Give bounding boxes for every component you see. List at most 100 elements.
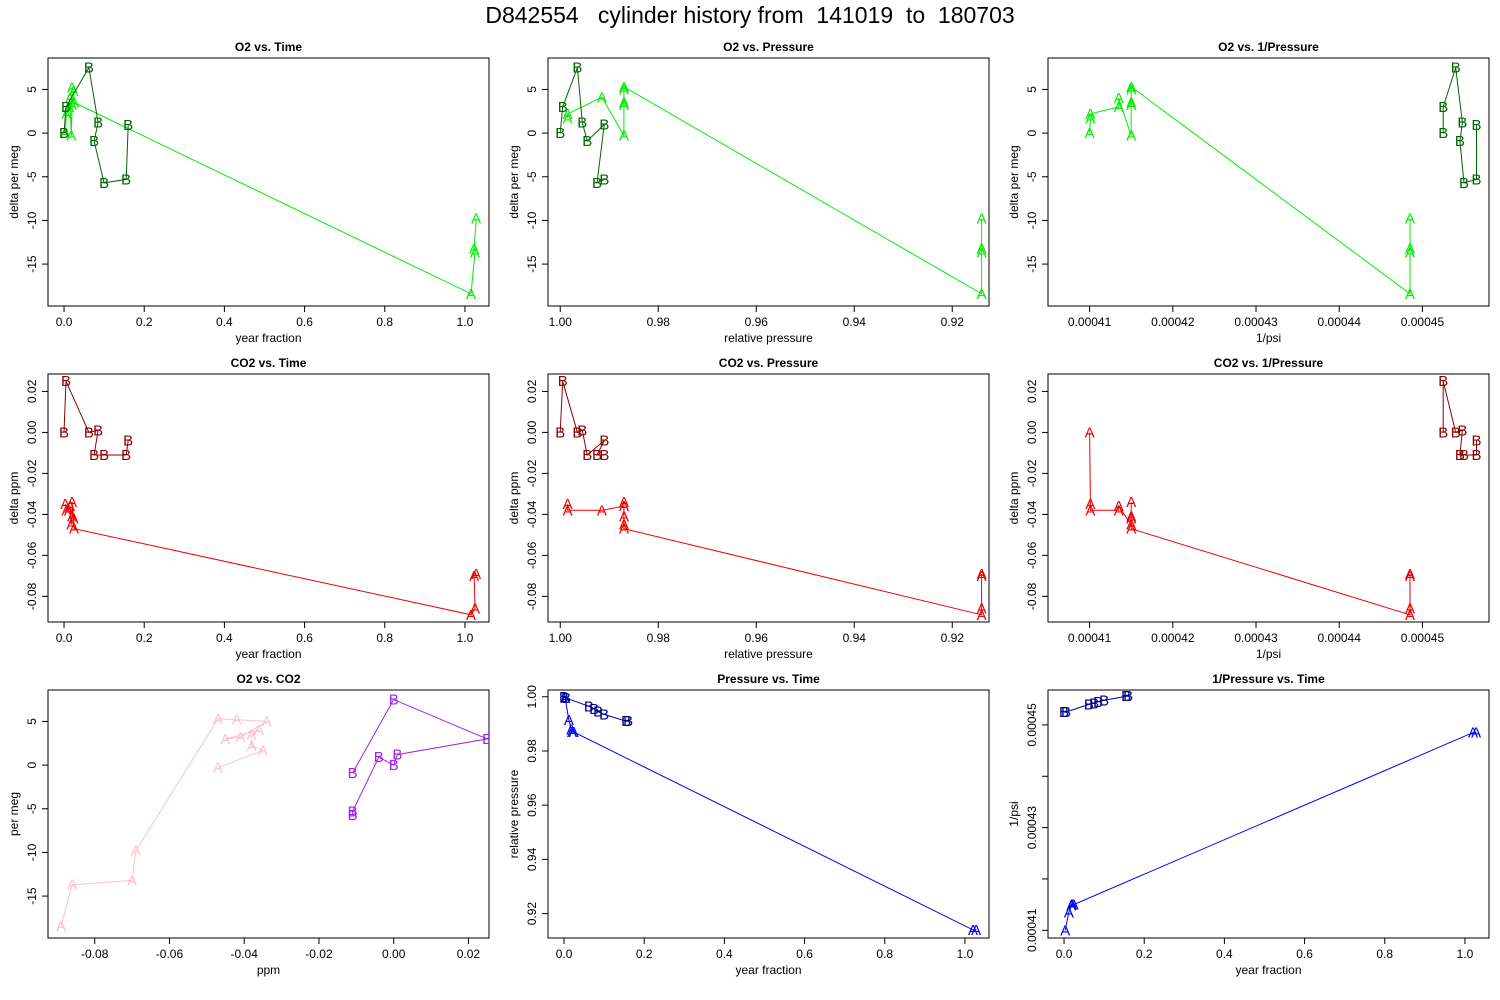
data-point: B — [1438, 373, 1448, 390]
series-line — [64, 502, 477, 616]
data-point: A — [619, 81, 629, 98]
y-tick-label: -0.04 — [25, 500, 39, 528]
data-point: A — [1085, 110, 1095, 127]
x-tick-label: 0.94 — [843, 315, 867, 329]
y-axis-label: delta per meg — [7, 145, 21, 218]
data-point: A — [258, 742, 268, 759]
data-point: A — [1126, 95, 1136, 112]
data-point: B — [61, 99, 71, 116]
data-point: A — [1126, 517, 1136, 534]
data-point: B — [1438, 125, 1448, 142]
data-point: B — [1121, 688, 1131, 705]
data-point: B — [59, 125, 69, 142]
data-point: A — [247, 738, 257, 755]
x-tick-label: 0.2 — [136, 631, 153, 645]
y-tick-label: -0.08 — [1025, 582, 1039, 610]
data-point: B — [482, 731, 492, 748]
data-point: A — [1114, 90, 1124, 107]
y-axis-label: delta ppm — [1007, 472, 1021, 525]
data-point: A — [968, 922, 978, 939]
data-point: B — [599, 171, 609, 188]
y-tick-label: -10 — [525, 211, 539, 229]
data-point: B — [374, 749, 384, 766]
data-point: B — [121, 171, 131, 188]
data-point: B — [599, 116, 609, 133]
chart-panel: O2 vs. Pressure 1.00 0.98 0.96 0.94 0.92 relat… — [507, 40, 990, 345]
data-point: A — [1405, 245, 1415, 262]
y-tick-label: -10 — [25, 843, 39, 861]
y-tick-label: 0 — [1025, 129, 1039, 136]
data-point: A — [977, 607, 987, 624]
x-tick-label: 0.92 — [941, 631, 965, 645]
x-tick-label: 0.0 — [56, 631, 73, 645]
x-tick-label: 0.2 — [1136, 947, 1153, 961]
data-point: B — [123, 117, 133, 134]
data-point: A — [619, 128, 629, 145]
chart-title: 1/Pressure vs. Time — [1212, 672, 1325, 686]
y-tick-label: 0.02 — [25, 379, 39, 403]
data-point: B — [582, 447, 592, 464]
plot-frame — [547, 689, 990, 939]
data-point: B — [1059, 704, 1069, 721]
x-axis-label: year fraction — [735, 963, 801, 977]
data-point: B — [1438, 424, 1448, 441]
data-point: B — [84, 60, 94, 77]
y-tick-label: -5 — [525, 171, 539, 182]
data-point: A — [1468, 725, 1478, 742]
data-point: B — [558, 99, 568, 116]
data-point: A — [560, 690, 570, 707]
data-point: A — [1114, 498, 1124, 515]
y-tick-label: 0.00 — [25, 420, 39, 444]
data-point: A — [1471, 725, 1481, 742]
data-point: A — [471, 566, 481, 583]
data-point: B — [577, 115, 587, 132]
series-line — [1442, 381, 1477, 456]
y-tick-label: -0.08 — [525, 582, 539, 610]
data-point: A — [1085, 496, 1095, 513]
data-point: A — [977, 601, 987, 618]
series-line — [559, 381, 605, 456]
series-line — [352, 698, 489, 815]
data-point: B — [61, 373, 71, 390]
chart-panel: 1/Pressure vs. Time 0.0 0.2 0.4 0.6 0.8 1.0 yea… — [1007, 672, 1490, 977]
y-tick-label: 0.02 — [1025, 379, 1039, 403]
x-axis-label: ppm — [257, 963, 280, 977]
data-point: B — [1457, 422, 1467, 439]
data-point: B — [1455, 133, 1465, 150]
data-point: B — [592, 175, 602, 192]
data-point: A — [1085, 106, 1095, 123]
y-tick-label: 0.00043 — [1025, 806, 1039, 850]
x-tick-label: 0.02 — [457, 947, 481, 961]
x-tick-label: 0.00042 — [1151, 315, 1195, 329]
data-point: B — [1472, 171, 1482, 188]
data-point: A — [563, 110, 573, 127]
data-point: A — [127, 872, 137, 889]
data-point: B — [589, 701, 599, 718]
data-point: A — [566, 721, 576, 738]
data-point: A — [1405, 601, 1415, 618]
data-point: B — [59, 424, 69, 441]
data-point: A — [1069, 897, 1079, 914]
data-point: A — [977, 566, 987, 583]
data-point: A — [1126, 79, 1136, 96]
data-point: B — [1084, 696, 1094, 713]
y-tick-label: -0.06 — [1025, 541, 1039, 569]
x-axis-label: 1/psi — [1256, 331, 1281, 345]
data-point: A — [977, 568, 987, 585]
x-axis-label: year fraction — [235, 647, 301, 661]
data-point: A — [563, 502, 573, 519]
data-point: A — [1067, 897, 1077, 914]
data-point: A — [1126, 510, 1136, 527]
data-point: B — [555, 125, 565, 142]
y-tick-label: 5 — [25, 718, 39, 725]
data-point: A — [232, 712, 242, 729]
data-point: A — [619, 498, 629, 515]
series-line — [60, 718, 269, 926]
chart-title: O2 vs. Pressure — [723, 40, 814, 54]
data-point: B — [1123, 688, 1133, 705]
x-tick-label: 0.00045 — [1401, 631, 1445, 645]
y-tick-label: 0.92 — [525, 902, 539, 926]
